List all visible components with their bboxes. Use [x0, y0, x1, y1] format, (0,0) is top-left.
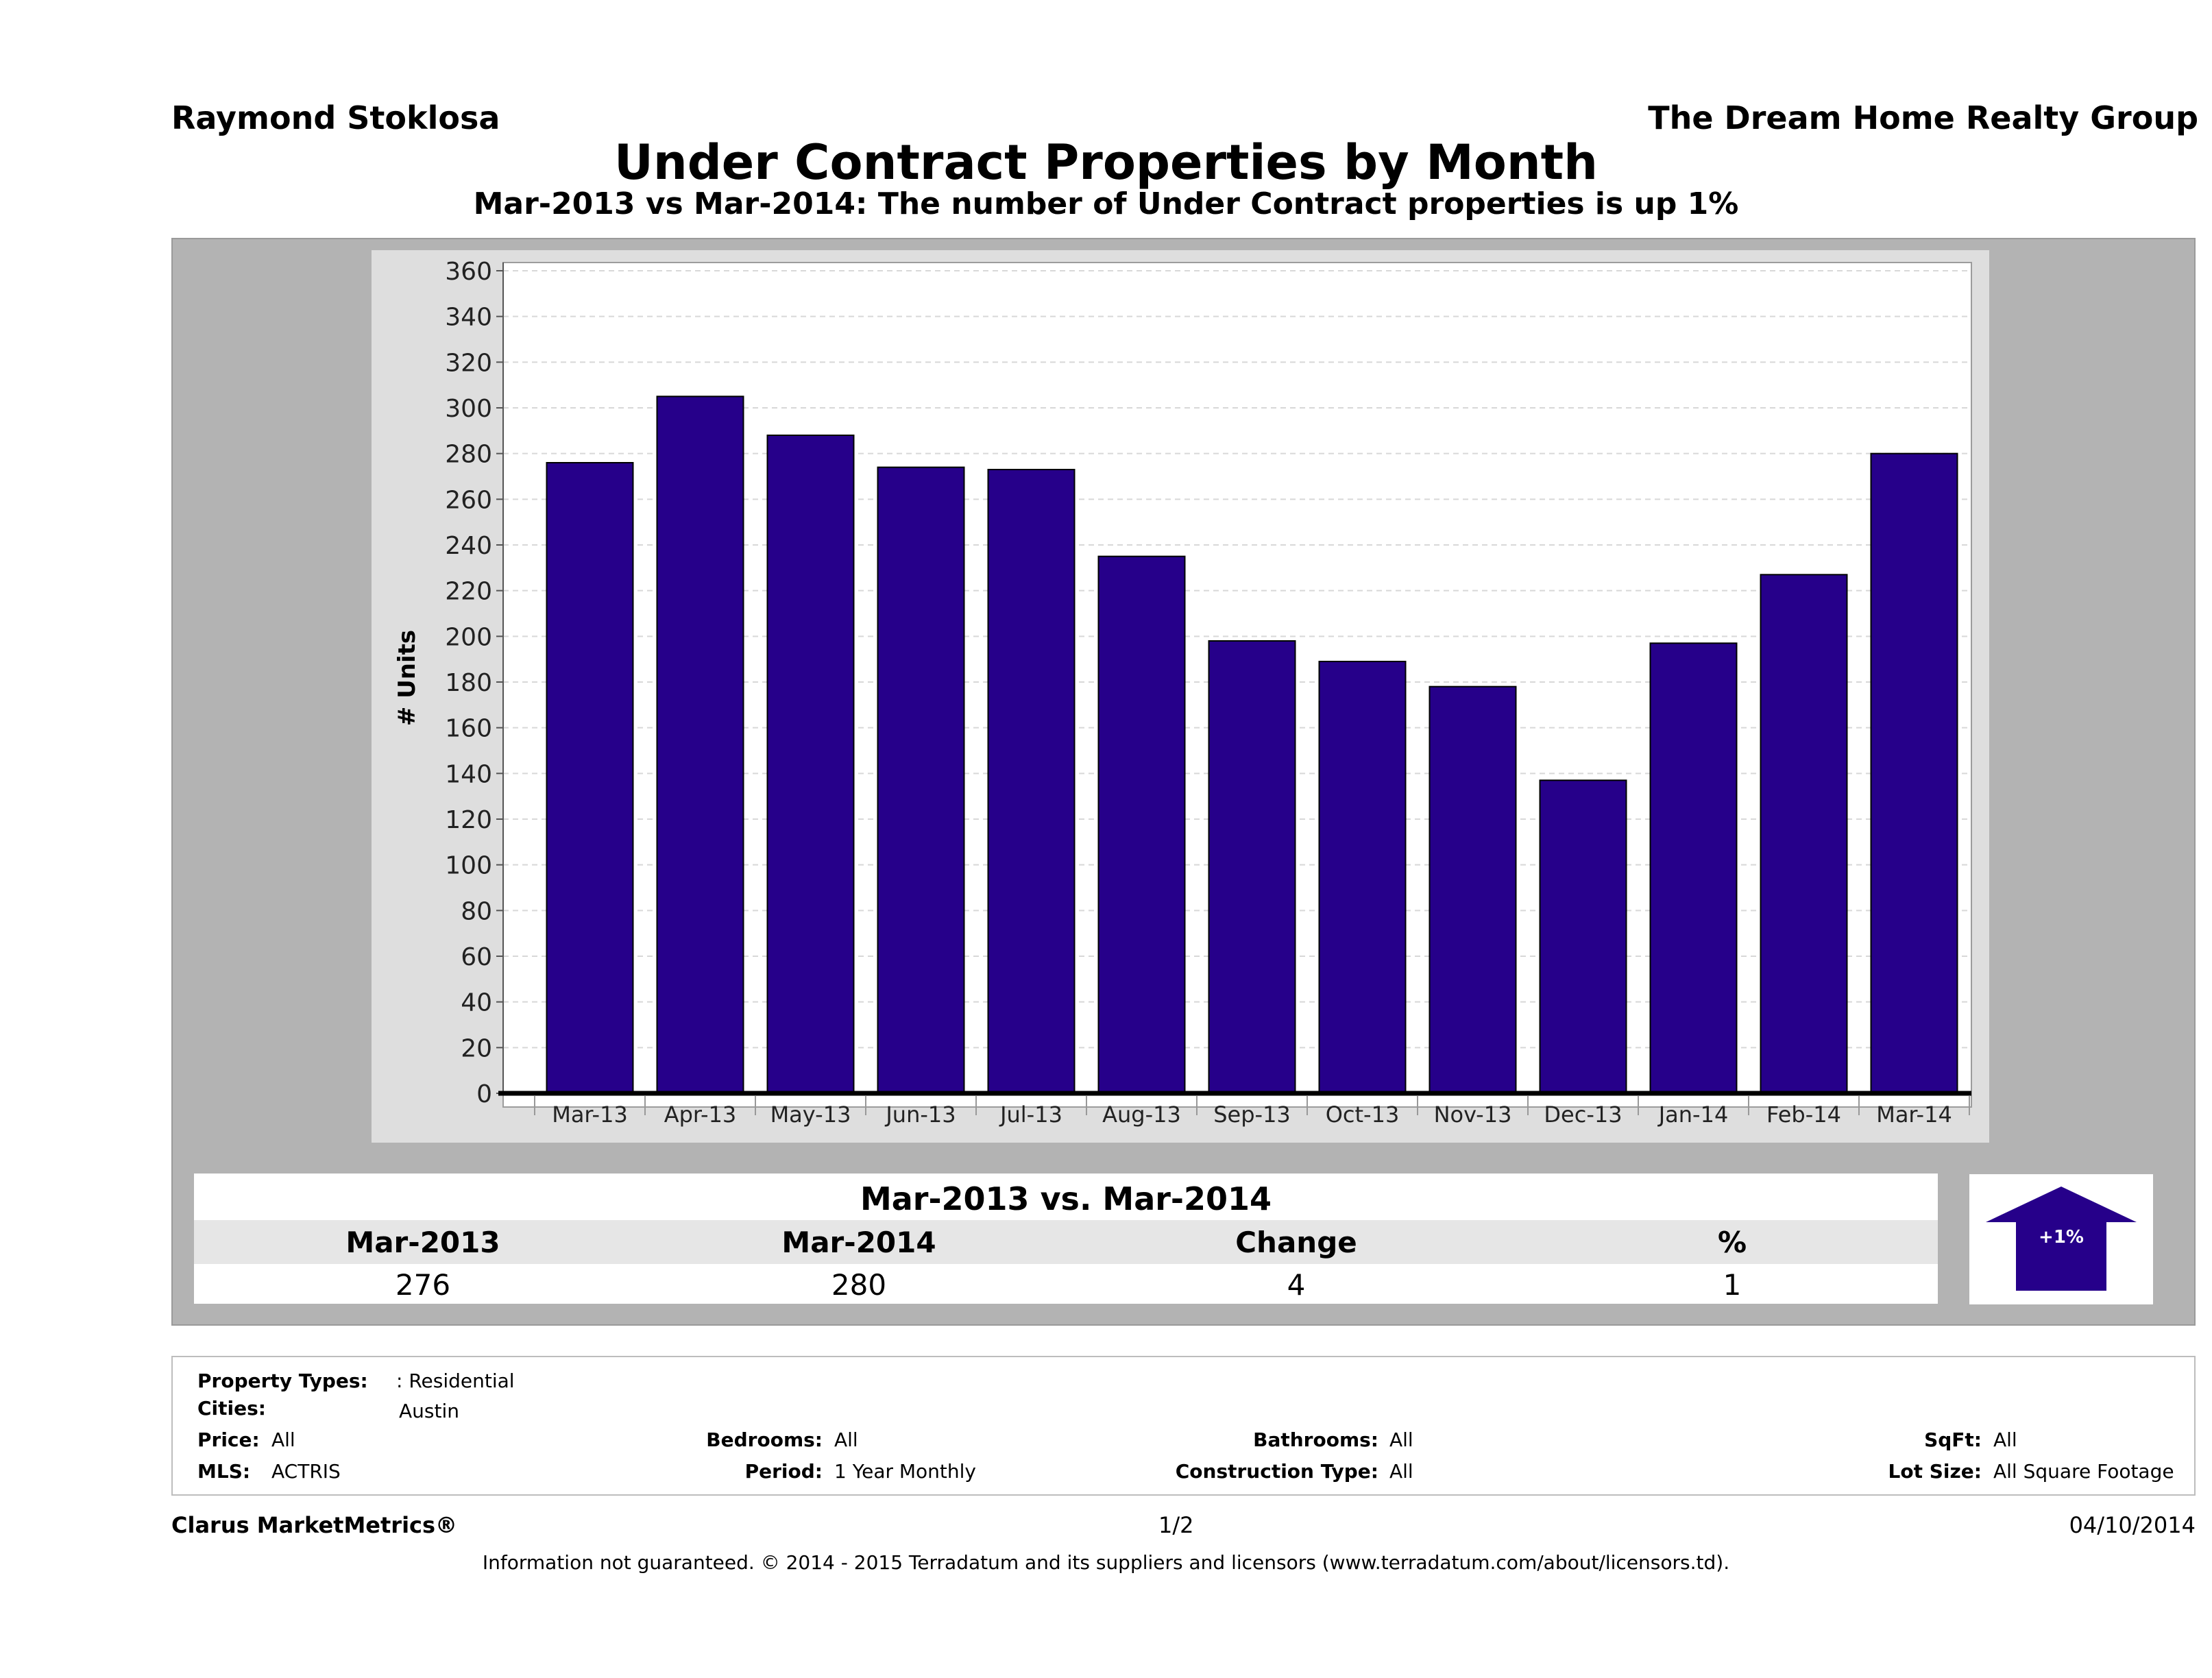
lot-size-value: All Square Footage	[1993, 1460, 2174, 1483]
bar-nov-13	[1429, 685, 1517, 1094]
bar-aug-13	[1097, 555, 1186, 1094]
report-criteria: Property Types: : Residential Cities: Au…	[171, 1356, 2196, 1496]
mls-value: ACTRIS	[271, 1460, 341, 1483]
brand-name: Clarus MarketMetrics®	[171, 1512, 458, 1538]
x-tick-label: Jun-13	[884, 1102, 956, 1128]
up-arrow-icon	[1986, 1187, 2137, 1291]
company-name: The Dream Home Realty Group	[1648, 99, 2198, 136]
bar-sep-13	[1208, 640, 1296, 1094]
y-tick-label: 340	[445, 304, 492, 332]
x-tick-label: Oct-13	[1326, 1102, 1400, 1128]
summary-value-end: 280	[831, 1268, 887, 1302]
construction-type-label: Construction Type:	[1175, 1460, 1378, 1483]
y-tick-label: 220	[445, 578, 492, 606]
x-tick-label: Jan-14	[1657, 1102, 1729, 1128]
x-axis-ticks: Mar-13 Apr-13 May-13 Jun-13 Jul-13 Aug-13 Sep-…	[534, 1096, 1970, 1128]
summary-value-row: 276 280 4 1	[194, 1264, 1938, 1304]
x-tick-label: Apr-13	[664, 1102, 737, 1128]
bathrooms-value: All	[1389, 1428, 1413, 1451]
change-badge-label: +1%	[2039, 1227, 2084, 1248]
mls-label: MLS:	[197, 1460, 251, 1483]
y-tick-label: 200	[445, 623, 492, 651]
bar-apr-13	[656, 396, 744, 1095]
price-value: All	[271, 1428, 295, 1451]
change-badge: +1%	[1969, 1174, 2153, 1304]
lot-size-label: Lot Size:	[1888, 1460, 1982, 1483]
period-value: 1 Year Monthly	[834, 1460, 977, 1483]
x-tick-label: Mar-14	[1876, 1102, 1952, 1128]
x-tick-label: Jul-13	[999, 1102, 1062, 1128]
page-number: 1/2	[1158, 1512, 1194, 1538]
comparison-summary: Mar-2013 vs. Mar-2014 Mar-2013 Mar-2014 …	[182, 1174, 1964, 1314]
construction-type-value: All	[1389, 1460, 1413, 1483]
bar-may-13	[766, 435, 855, 1094]
disclaimer: Information not guaranteed. © 2014 - 201…	[482, 1551, 1730, 1574]
summary-title-row: Mar-2013 vs. Mar-2014	[194, 1174, 1938, 1220]
property-types-label: Property Types:	[197, 1370, 368, 1392]
x-tick-label: Dec-13	[1544, 1102, 1622, 1128]
bathrooms-label: Bathrooms:	[1253, 1428, 1378, 1451]
y-tick-label: 140	[445, 760, 492, 788]
y-tick-label: 300	[445, 395, 492, 423]
agent-name: Raymond Stoklosa	[171, 99, 500, 136]
x-tick-label: Feb-14	[1766, 1102, 1841, 1128]
y-tick-label: 20	[461, 1034, 492, 1062]
y-tick-label: 120	[445, 806, 492, 834]
price-label: Price:	[197, 1428, 260, 1451]
report-date: 04/10/2014	[2069, 1512, 2196, 1538]
sqft-label: SqFt:	[1924, 1428, 1982, 1451]
bedrooms-value: All	[834, 1428, 858, 1451]
y-axis-ticks: 0 20 40 60 80 100 120 140 160 180 200 220 240 260 280 3…	[445, 258, 503, 1108]
x-tick-label: May-13	[770, 1102, 851, 1128]
sqft-value: All	[1993, 1428, 2017, 1451]
summary-value-percent: 1	[1723, 1268, 1742, 1302]
y-tick-label: 240	[445, 532, 492, 560]
summary-header-start: Mar-2013	[345, 1226, 500, 1259]
bar-dec-13	[1539, 779, 1627, 1094]
bar-jul-13	[987, 469, 1075, 1094]
x-tick-label: Aug-13	[1102, 1102, 1181, 1128]
x-tick-label: Sep-13	[1213, 1102, 1291, 1128]
y-tick-label: 260	[445, 486, 492, 514]
y-tick-label: 80	[461, 897, 492, 925]
report-subtitle: Mar-2013 vs Mar-2014: The number of Unde…	[473, 186, 1739, 221]
bar-feb-14	[1760, 574, 1848, 1095]
y-tick-label: 100	[445, 852, 492, 880]
y-tick-label: 60	[461, 943, 492, 971]
bars	[546, 396, 1958, 1095]
summary-header-end: Mar-2014	[781, 1226, 936, 1259]
bar-chart: 0 20 40 60 80 100 120 140 160 180 200 220 240 260 280 3…	[393, 258, 1972, 1128]
summary-header-row: Mar-2013 Mar-2014 Change %	[194, 1220, 1938, 1264]
bar-mar-13	[546, 462, 634, 1094]
x-tick-label: Nov-13	[1434, 1102, 1512, 1128]
bar-jan-14	[1649, 642, 1738, 1094]
property-types-value: : Residential	[396, 1370, 515, 1392]
cities-label: Cities:	[197, 1397, 266, 1420]
cities-value: Austin	[399, 1400, 459, 1422]
y-tick-label: 360	[445, 258, 492, 286]
x-tick-label: Mar-13	[552, 1102, 628, 1128]
y-tick-label: 160	[445, 715, 492, 743]
y-tick-label: 40	[461, 989, 492, 1017]
bar-mar-14	[1870, 452, 1958, 1094]
summary-title: Mar-2013 vs. Mar-2014	[860, 1180, 1272, 1217]
summary-value-start: 276	[395, 1268, 451, 1302]
summary-header-percent: %	[1717, 1226, 1747, 1259]
y-axis-label: # Units	[393, 630, 421, 726]
summary-header-change: Change	[1235, 1226, 1357, 1259]
bar-jun-13	[877, 466, 965, 1094]
bar-oct-13	[1318, 661, 1407, 1094]
y-tick-label: 180	[445, 669, 492, 697]
y-tick-label: 320	[445, 349, 492, 377]
y-tick-label: 280	[445, 441, 492, 469]
y-tick-label: 0	[476, 1080, 492, 1108]
period-label: Period:	[744, 1460, 823, 1483]
bedrooms-label: Bedrooms:	[706, 1428, 823, 1451]
summary-value-change: 4	[1287, 1268, 1306, 1302]
report-title: Under Contract Properties by Month	[614, 134, 1598, 191]
